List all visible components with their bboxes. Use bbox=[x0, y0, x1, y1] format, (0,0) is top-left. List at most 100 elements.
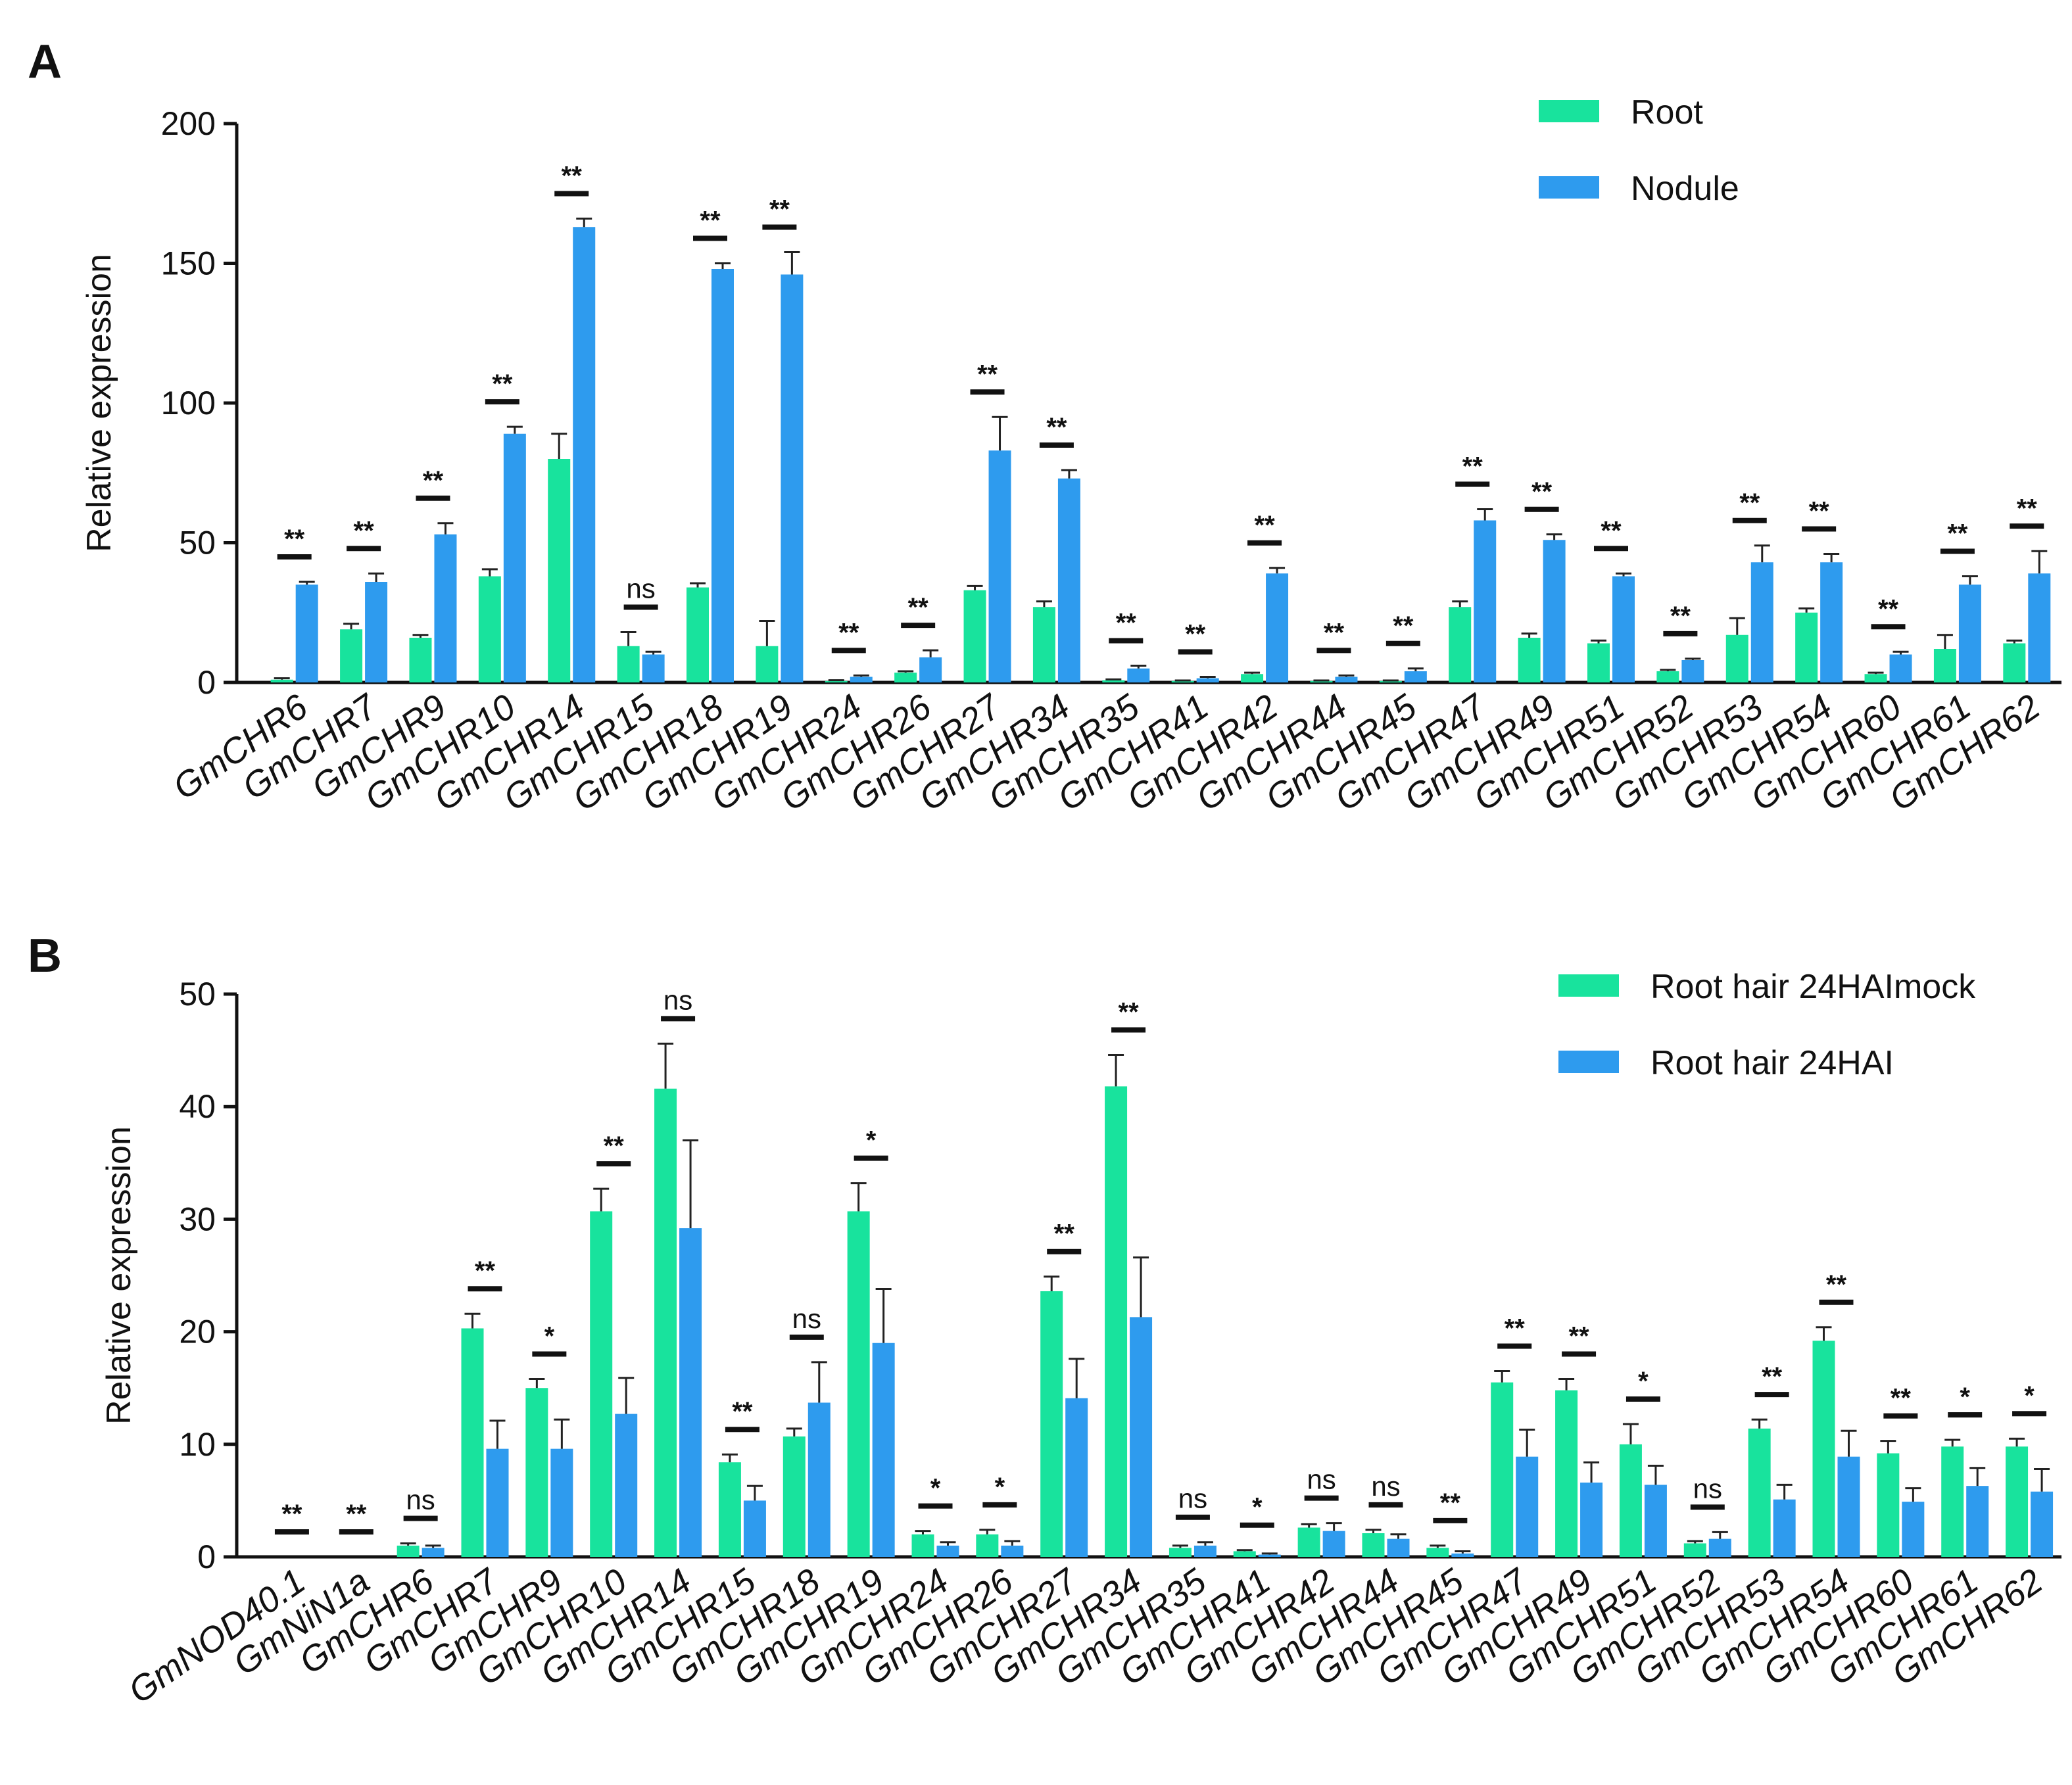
bar-series1 bbox=[1518, 638, 1541, 682]
bar-series1 bbox=[1310, 680, 1333, 682]
bar-series1 bbox=[825, 680, 848, 682]
bar-series1 bbox=[1169, 1548, 1192, 1557]
bar-series2 bbox=[2031, 1491, 2054, 1557]
y-tick-label: 40 bbox=[179, 1088, 216, 1125]
significance-label: ** bbox=[977, 360, 998, 389]
bar-series1 bbox=[1379, 680, 1402, 682]
bar-series1 bbox=[1105, 1086, 1128, 1557]
bar-series2 bbox=[1837, 1456, 1860, 1557]
bar-series1 bbox=[894, 673, 917, 682]
significance-label: ** bbox=[1185, 620, 1206, 649]
bar-series2 bbox=[1750, 562, 1773, 682]
bar-series2 bbox=[1387, 1538, 1410, 1557]
significance-label: ** bbox=[1046, 413, 1067, 442]
bar-series2 bbox=[872, 1343, 895, 1557]
bar-series1 bbox=[1040, 1291, 1063, 1557]
bar-series2 bbox=[1335, 677, 1358, 682]
bar-series1 bbox=[976, 1534, 999, 1557]
significance-label: ** bbox=[1393, 611, 1414, 640]
legend-swatch-series2 bbox=[1558, 1051, 1619, 1073]
bar-series2 bbox=[1130, 1317, 1153, 1557]
bar-series1 bbox=[911, 1534, 934, 1557]
bar-series1 bbox=[1555, 1390, 1578, 1557]
bar-series1 bbox=[687, 587, 709, 682]
bar-series1 bbox=[397, 1545, 420, 1557]
bar-series1 bbox=[1748, 1428, 1771, 1557]
bar-series1 bbox=[1877, 1453, 1900, 1557]
bar-series2 bbox=[503, 433, 526, 682]
significance-label: ** bbox=[354, 516, 375, 545]
bar-series1 bbox=[1449, 607, 1472, 682]
bar-series1 bbox=[1941, 1446, 1964, 1557]
significance-label: ** bbox=[284, 525, 305, 554]
legend-swatch-series2 bbox=[1539, 176, 1599, 199]
significance-label: ** bbox=[1878, 594, 1899, 623]
y-tick-label: 150 bbox=[161, 245, 216, 282]
bar-series2 bbox=[1820, 562, 1843, 682]
bar-series2 bbox=[1474, 520, 1497, 682]
bar-series1 bbox=[1171, 680, 1194, 682]
bar-series1 bbox=[654, 1088, 677, 1557]
bar-series1 bbox=[1102, 680, 1125, 682]
bar-series1 bbox=[1032, 607, 1055, 682]
significance-label: * bbox=[544, 1322, 555, 1351]
bar-series2 bbox=[2028, 573, 2051, 682]
bar-series2 bbox=[1580, 1483, 1603, 1557]
significance-label: * bbox=[1252, 1493, 1263, 1522]
significance-label: ** bbox=[732, 1397, 753, 1426]
bar-series2 bbox=[434, 534, 457, 682]
significance-label: ** bbox=[1054, 1220, 1075, 1249]
significance-label: * bbox=[930, 1474, 941, 1503]
bar-series2 bbox=[807, 1402, 831, 1557]
bar-series1 bbox=[270, 679, 293, 682]
bar-series2 bbox=[1516, 1456, 1539, 1557]
significance-label: ** bbox=[1739, 488, 1760, 517]
bar-series1 bbox=[2003, 643, 2026, 682]
significance-label: ** bbox=[1569, 1322, 1590, 1351]
bar-series2 bbox=[1902, 1502, 1925, 1557]
significance-label: ** bbox=[1826, 1270, 1847, 1299]
significance-label: * bbox=[2024, 1381, 2035, 1410]
bar-series2 bbox=[1322, 1531, 1345, 1557]
bar-series2 bbox=[988, 450, 1011, 682]
bar-series1 bbox=[1725, 634, 1748, 682]
bar-series2 bbox=[1543, 540, 1566, 682]
bar-series1 bbox=[1362, 1533, 1385, 1557]
bar-series1 bbox=[1587, 643, 1610, 682]
bar-series2 bbox=[1196, 678, 1219, 682]
bar-series2 bbox=[642, 654, 665, 682]
bar-series1 bbox=[2006, 1446, 2029, 1557]
bar-series2 bbox=[743, 1500, 766, 1557]
bar-series1 bbox=[1426, 1548, 1449, 1557]
bar-series1 bbox=[1812, 1341, 1835, 1557]
bar-series2 bbox=[1681, 660, 1704, 682]
significance-label: ns bbox=[1178, 1483, 1207, 1514]
significance-label: ns bbox=[1307, 1464, 1336, 1495]
bar-series2 bbox=[1889, 654, 1912, 682]
significance-label: ns bbox=[1693, 1473, 1722, 1504]
significance-label: ** bbox=[1891, 1384, 1912, 1413]
significance-label: ns bbox=[1371, 1471, 1400, 1502]
significance-label: ** bbox=[281, 1500, 302, 1529]
bar-series2 bbox=[1404, 671, 1427, 682]
bar-series1 bbox=[756, 646, 779, 682]
bar-series1 bbox=[340, 629, 363, 682]
bar-series1 bbox=[1233, 1551, 1256, 1557]
significance-label: ** bbox=[1809, 497, 1830, 526]
bar-series2 bbox=[919, 657, 942, 682]
significance-label: * bbox=[995, 1473, 1005, 1502]
bar-series2 bbox=[850, 677, 873, 682]
significance-label: ** bbox=[1505, 1314, 1526, 1343]
significance-label: ** bbox=[838, 618, 859, 647]
y-tick-label: 50 bbox=[179, 976, 216, 1012]
bar-series2 bbox=[1258, 1554, 1281, 1557]
significance-label: ** bbox=[1947, 519, 1968, 548]
significance-label: ** bbox=[1119, 997, 1140, 1026]
y-axis-label: Relative expression bbox=[100, 1126, 138, 1425]
bar-series2 bbox=[1773, 1499, 1796, 1557]
bar-series2 bbox=[422, 1548, 445, 1557]
bar-series2 bbox=[1127, 668, 1150, 682]
bar-series2 bbox=[1958, 584, 1981, 682]
legend-swatch-series1 bbox=[1539, 100, 1599, 122]
